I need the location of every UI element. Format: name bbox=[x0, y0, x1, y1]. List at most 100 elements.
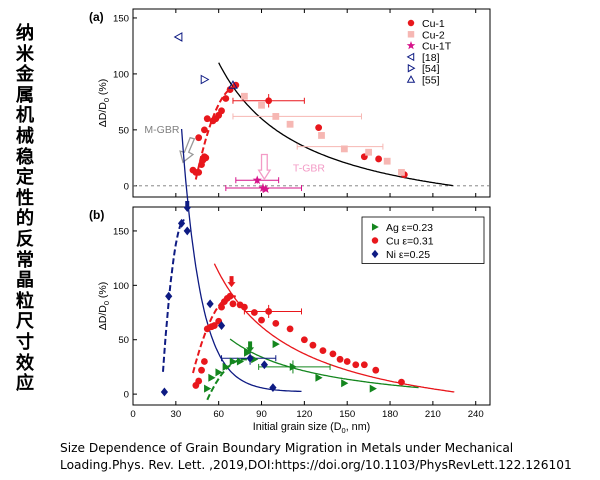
x-tick-label: 180 bbox=[382, 409, 398, 420]
data-point-ref bbox=[173, 32, 183, 42]
x-tick-label: 60 bbox=[213, 409, 224, 420]
data-point bbox=[229, 357, 237, 366]
legend-marker-ref bbox=[406, 75, 416, 83]
legend-label: Cu ε=0.31 bbox=[386, 236, 434, 248]
data-point bbox=[217, 321, 226, 330]
vertical-title-char: 稳 bbox=[15, 146, 35, 168]
fit-curve-cu bbox=[213, 263, 455, 393]
peak-arrow bbox=[246, 341, 255, 353]
legend-marker bbox=[371, 249, 379, 259]
data-point bbox=[258, 183, 268, 192]
caption-line-1: Size Dependence of Grain Boundary Migrat… bbox=[60, 441, 514, 455]
data-point bbox=[258, 101, 265, 109]
peak-arrow bbox=[183, 201, 192, 212]
annotation-mgbr: M-GBR bbox=[144, 124, 179, 136]
data-point bbox=[246, 353, 254, 363]
data-point bbox=[201, 126, 208, 134]
legend-label: Cu-2 bbox=[422, 29, 445, 41]
data-point bbox=[309, 341, 317, 349]
data-point bbox=[206, 299, 214, 309]
vertical-title-char: 定 bbox=[15, 167, 35, 189]
data-point bbox=[210, 322, 218, 329]
vertical-title-char: 性 bbox=[15, 187, 35, 209]
legend-marker bbox=[371, 223, 379, 231]
data-point bbox=[289, 362, 297, 371]
vertical-title-char: 纳 bbox=[15, 23, 35, 44]
legend-label: [54] bbox=[422, 63, 440, 75]
data-point bbox=[218, 303, 225, 311]
data-point bbox=[336, 355, 344, 363]
data-point bbox=[272, 113, 280, 120]
data-point bbox=[315, 124, 323, 132]
y-axis-label: ΔD/D0 (%) bbox=[97, 79, 111, 128]
x-tick-label: 120 bbox=[296, 409, 312, 420]
data-point bbox=[240, 303, 248, 311]
data-point bbox=[218, 107, 225, 115]
vertical-title-char: 寸 bbox=[15, 331, 35, 353]
data-point bbox=[352, 361, 360, 369]
data-point bbox=[340, 145, 348, 153]
data-point bbox=[165, 291, 173, 301]
x-tick-label: 30 bbox=[171, 409, 182, 420]
x-axis-label: Initial grain size (D0, nm) bbox=[253, 421, 371, 435]
data-point bbox=[240, 92, 248, 100]
vertical-title-char: 尺 bbox=[15, 311, 35, 333]
caption-line-2: Loading.Phys. Rev. Lett. ,2019,DOI:https… bbox=[60, 458, 572, 472]
legend-marker bbox=[407, 31, 415, 38]
data-point bbox=[286, 120, 294, 128]
data-point bbox=[369, 384, 377, 393]
y-tick-label: 50 bbox=[118, 125, 129, 136]
data-point bbox=[215, 368, 223, 377]
data-point bbox=[269, 383, 277, 392]
y-tick-label: 50 bbox=[118, 335, 129, 346]
data-point bbox=[272, 340, 280, 349]
data-point bbox=[195, 168, 203, 176]
y-tick-label: 0 bbox=[124, 181, 129, 192]
vertical-title-char: 的 bbox=[15, 208, 35, 230]
data-point bbox=[195, 377, 203, 385]
plot-frame bbox=[132, 8, 491, 198]
y-tick-label: 150 bbox=[113, 13, 129, 24]
data-point bbox=[177, 218, 186, 228]
x-tick-label: 0 bbox=[130, 409, 135, 420]
data-point bbox=[203, 115, 211, 123]
vertical-title-char: 效 bbox=[15, 352, 35, 374]
vertical-title-char: 应 bbox=[15, 373, 35, 395]
data-point bbox=[250, 309, 258, 316]
legend-marker-ref bbox=[407, 63, 416, 73]
legend-marker-ref bbox=[406, 52, 415, 62]
peak-arrow bbox=[227, 276, 236, 288]
data-point bbox=[265, 308, 273, 315]
data-point bbox=[261, 184, 271, 194]
y-tick-label: 100 bbox=[113, 69, 129, 80]
data-point bbox=[318, 132, 325, 139]
vertical-title-char: 反 bbox=[15, 228, 35, 250]
vertical-title: 纳米金属机械稳定性的反常晶粒尺寸效应 bbox=[10, 23, 40, 395]
data-point bbox=[360, 361, 368, 369]
x-tick-label: 150 bbox=[339, 409, 355, 420]
data-point bbox=[341, 379, 349, 388]
data-point bbox=[208, 373, 216, 382]
data-point bbox=[251, 355, 259, 364]
legend-label: Ni ε=0.25 bbox=[386, 249, 430, 261]
data-point bbox=[183, 226, 191, 236]
data-point bbox=[198, 366, 205, 374]
vertical-title-char: 粒 bbox=[15, 290, 35, 312]
data-point bbox=[300, 336, 308, 344]
legend-marker bbox=[371, 237, 379, 244]
data-point bbox=[160, 387, 169, 397]
data-point bbox=[195, 134, 203, 142]
legend-marker bbox=[407, 19, 415, 27]
y-tick-label: 100 bbox=[113, 281, 129, 292]
data-point bbox=[244, 348, 252, 357]
panel-a-chart: 0 50 100 150 (a) ΔD/D0 (%) M-GBR T-GBR Cu-1Cu-2C… bbox=[89, 8, 491, 198]
legend-label: Cu-1T bbox=[422, 41, 452, 53]
legend-marker bbox=[406, 41, 416, 50]
plot-frame bbox=[132, 206, 491, 406]
vertical-title-char: 常 bbox=[15, 249, 35, 271]
data-point bbox=[202, 154, 210, 162]
y-tick-label: 0 bbox=[124, 390, 129, 401]
data-point bbox=[222, 362, 230, 371]
legend-label: [55] bbox=[422, 75, 440, 87]
